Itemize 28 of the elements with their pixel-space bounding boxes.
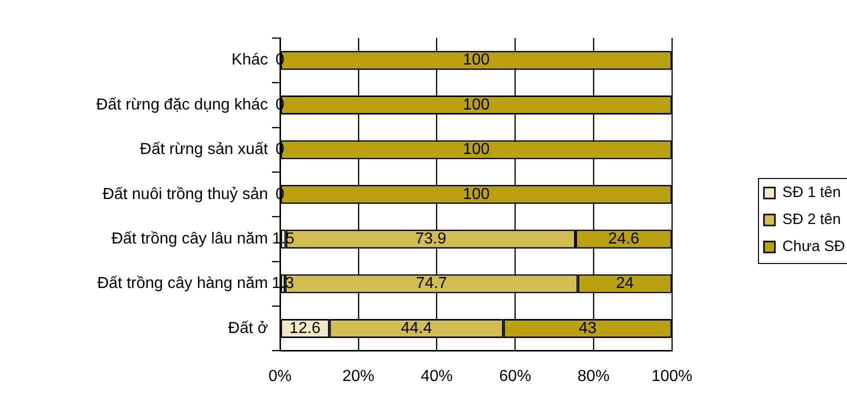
legend-label: SĐ 1 tên <box>782 184 841 202</box>
data-label: 12.6 <box>289 320 321 337</box>
data-label: 24 <box>616 275 634 292</box>
y-tick-label: Khác <box>232 52 268 69</box>
data-label: 100 <box>462 141 490 158</box>
data-label: 74.7 <box>416 275 448 292</box>
data-label: 73.9 <box>415 230 446 248</box>
data-label: 44.4 <box>400 320 432 337</box>
x-tick-label: 100% <box>651 368 692 385</box>
y-tick-label: Đất nuôi trồng thuỷ sản <box>102 186 268 203</box>
data-label: 100 <box>462 52 490 69</box>
y-tick-label: Đất rừng sản xuất <box>140 141 269 158</box>
x-tick-label: 80% <box>578 368 610 385</box>
legend-label: SĐ 2 tên <box>782 211 841 228</box>
data-label: 100 <box>462 96 490 114</box>
x-tick-label: 0% <box>268 368 292 385</box>
x-tick-label: 20% <box>342 368 374 385</box>
x-tick-label: 40% <box>420 368 453 385</box>
y-tick-label: Đất rừng đặc dụng khác <box>96 96 268 114</box>
data-label: 100 <box>462 186 490 203</box>
y-tick-label: Đất ở <box>228 320 268 337</box>
y-tick-label: Đất trồng cây lâu năm <box>111 230 268 248</box>
y-tick-label: Đất trồng cây hàng năm <box>97 275 268 292</box>
data-label: 24.6 <box>608 230 640 248</box>
x-tick-label: 60% <box>499 368 532 385</box>
data-label: 1.3 <box>272 275 294 292</box>
legend-label: Chưa SĐ <box>782 238 846 256</box>
data-label: 43 <box>578 320 597 337</box>
